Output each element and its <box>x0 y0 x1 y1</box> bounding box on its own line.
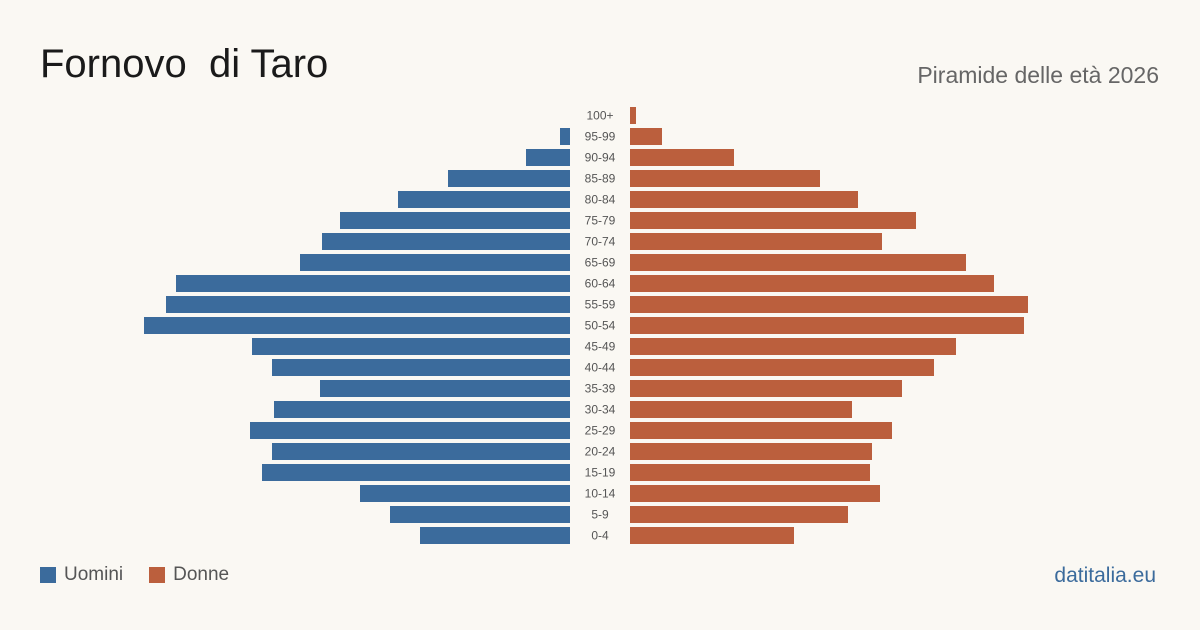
bar-men-60-64 <box>176 275 570 292</box>
bar-men-80-84 <box>398 191 570 208</box>
bar-men-70-74 <box>322 233 570 250</box>
age-label-60-64: 60-64 <box>585 277 616 291</box>
bar-women-20-24 <box>630 443 872 460</box>
bar-women-35-39 <box>630 380 902 397</box>
age-label-65-69: 65-69 <box>585 256 616 270</box>
bar-women-50-54 <box>630 317 1024 334</box>
age-label-55-59: 55-59 <box>585 298 616 312</box>
bar-women-65-69 <box>630 254 966 271</box>
age-label-20-24: 20-24 <box>585 445 616 459</box>
age-label-5-9: 5-9 <box>591 508 609 522</box>
age-label-10-14: 10-14 <box>585 487 616 501</box>
bar-women-55-59 <box>630 296 1028 313</box>
bar-men-85-89 <box>448 170 570 187</box>
bar-men-95-99 <box>560 128 570 145</box>
bar-men-55-59 <box>166 296 570 313</box>
bar-women-75-79 <box>630 212 916 229</box>
bar-women-90-94 <box>630 149 734 166</box>
legend-swatch-women <box>149 567 165 583</box>
age-label-85-89: 85-89 <box>585 172 616 186</box>
age-label-80-84: 80-84 <box>585 193 616 207</box>
age-label-90-94: 90-94 <box>585 151 616 165</box>
bar-women-10-14 <box>630 485 880 502</box>
legend-item-men: Uomini <box>40 564 123 586</box>
legend-label-women: Donne <box>173 564 229 586</box>
bar-women-95-99 <box>630 128 662 145</box>
age-label-50-54: 50-54 <box>585 319 616 333</box>
bar-men-50-54 <box>144 317 570 334</box>
age-label-15-19: 15-19 <box>585 466 616 480</box>
bar-women-30-34 <box>630 401 852 418</box>
bar-women-15-19 <box>630 464 870 481</box>
bar-women-45-49 <box>630 338 956 355</box>
bar-women-60-64 <box>630 275 994 292</box>
age-label-30-34: 30-34 <box>585 403 616 417</box>
bar-women-85-89 <box>630 170 820 187</box>
bar-men-75-79 <box>340 212 570 229</box>
legend-item-women: Donne <box>149 564 229 586</box>
bar-women-100+ <box>630 107 636 124</box>
bar-men-90-94 <box>526 149 570 166</box>
bar-men-25-29 <box>250 422 570 439</box>
bar-men-35-39 <box>320 380 570 397</box>
bar-women-70-74 <box>630 233 882 250</box>
bar-men-45-49 <box>252 338 570 355</box>
bar-women-40-44 <box>630 359 934 376</box>
bar-men-20-24 <box>272 443 570 460</box>
bar-women-80-84 <box>630 191 858 208</box>
bar-men-15-19 <box>262 464 570 481</box>
age-label-100+: 100+ <box>586 109 613 123</box>
age-label-0-4: 0-4 <box>591 529 609 543</box>
bar-women-25-29 <box>630 422 892 439</box>
age-label-35-39: 35-39 <box>585 382 616 396</box>
bar-men-5-9 <box>390 506 570 523</box>
chart-legend: Uomini Donne <box>40 564 255 586</box>
age-label-25-29: 25-29 <box>585 424 616 438</box>
brand-link[interactable]: datitalia.eu <box>1054 564 1156 588</box>
age-label-95-99: 95-99 <box>585 130 616 144</box>
bar-men-30-34 <box>274 401 570 418</box>
bar-women-5-9 <box>630 506 848 523</box>
bar-men-0-4 <box>420 527 570 544</box>
bar-men-65-69 <box>300 254 570 271</box>
bar-men-40-44 <box>272 359 570 376</box>
age-label-45-49: 45-49 <box>585 340 616 354</box>
age-label-75-79: 75-79 <box>585 214 616 228</box>
age-label-70-74: 70-74 <box>585 235 616 249</box>
bar-women-0-4 <box>630 527 794 544</box>
bar-men-10-14 <box>360 485 570 502</box>
legend-label-men: Uomini <box>64 564 123 586</box>
age-label-40-44: 40-44 <box>585 361 616 375</box>
legend-swatch-men <box>40 567 56 583</box>
